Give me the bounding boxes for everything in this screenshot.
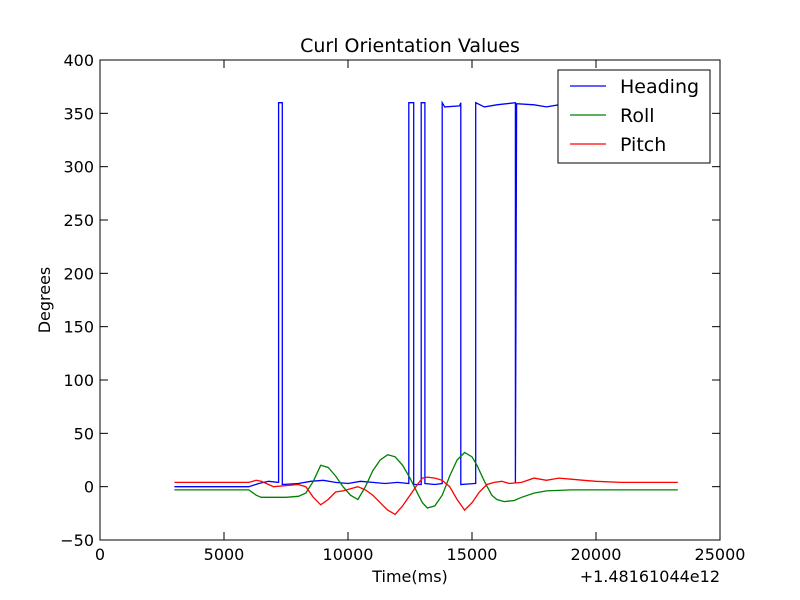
y-tick-label: 50 <box>74 424 94 443</box>
y-tick-label: 100 <box>63 371 94 390</box>
x-axis: 0 5000 10000 15000 20000 25000 <box>95 60 746 564</box>
y-tick-label: 300 <box>63 158 94 177</box>
y-tick-label: 400 <box>63 51 94 70</box>
legend-label-heading: Heading <box>620 76 699 98</box>
y-axis-label: Degrees <box>35 267 54 334</box>
plot-frame <box>99 59 721 541</box>
x-tick-label: 25000 <box>695 545 746 564</box>
x-axis-label: Time(ms) <box>371 567 448 586</box>
x-axis-offset-label: +1.48161044e12 <box>580 567 720 586</box>
y-tick-label: 350 <box>63 104 94 123</box>
y-tick-label: 200 <box>63 264 94 283</box>
chart-title: Curl Orientation Values <box>300 35 520 57</box>
x-tick-label: 10000 <box>323 545 374 564</box>
y-tick-label: 0 <box>84 478 94 497</box>
x-tick-label: 15000 <box>447 545 498 564</box>
y-tick-label: 150 <box>63 318 94 337</box>
series-group <box>174 100 678 516</box>
series-line-roll <box>174 451 678 509</box>
y-tick-label: −50 <box>60 531 94 550</box>
legend-label-pitch: Pitch <box>620 134 666 156</box>
y-axis: −50 0 50 100 150 200 250 300 350 400 <box>60 51 720 550</box>
x-tick-label: 0 <box>95 545 105 564</box>
legend-label-roll: Roll <box>620 105 655 127</box>
series-line-pitch <box>174 476 678 516</box>
y-tick-label: 250 <box>63 211 94 230</box>
x-tick-label: 5000 <box>204 545 245 564</box>
series-line-heading <box>174 100 678 488</box>
x-tick-label: 20000 <box>571 545 622 564</box>
legend: Heading Roll Pitch <box>557 69 711 164</box>
